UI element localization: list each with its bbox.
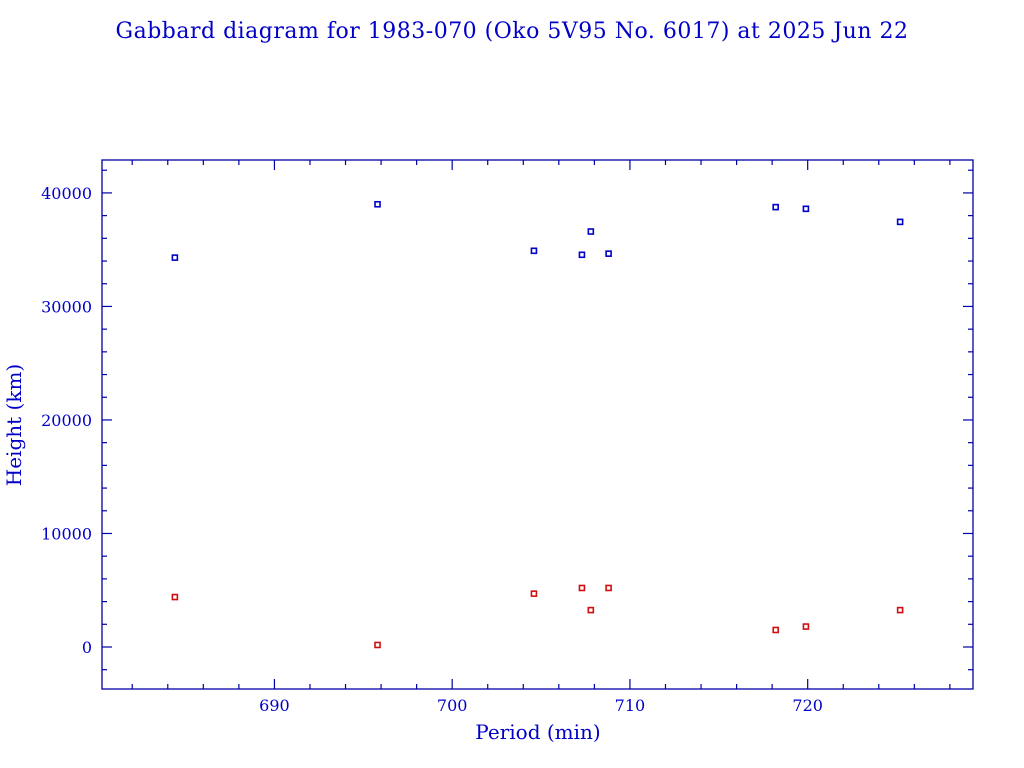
point-apogee xyxy=(896,218,904,226)
y-tick-label: 10000 xyxy=(41,524,92,543)
point-perigee xyxy=(802,623,810,630)
y-tick-label: 40000 xyxy=(41,184,92,203)
y-tick-label: 30000 xyxy=(41,297,92,316)
point-apogee xyxy=(605,250,612,257)
point-perigee xyxy=(605,584,612,592)
axes: 690 700 710 720 0 10000 20000 30000 40000 xyxy=(41,159,974,715)
point-perigee xyxy=(171,593,179,601)
point-apogee xyxy=(171,254,179,261)
chart-title: Gabbard diagram for 1983-070 (Oko 5V95 N… xyxy=(116,19,909,44)
y-axis-label: Height (km) xyxy=(2,364,26,486)
data-points xyxy=(171,200,904,649)
point-perigee xyxy=(530,590,538,597)
x-axis-label: Period (min) xyxy=(475,720,600,744)
point-apogee xyxy=(772,203,779,211)
plot-frame xyxy=(101,159,974,690)
point-apogee xyxy=(374,200,381,208)
point-apogee xyxy=(578,251,586,259)
point-apogee xyxy=(587,228,595,235)
x-tick-label: 690 xyxy=(259,696,290,715)
x-tick-label: 700 xyxy=(437,696,468,715)
point-perigee xyxy=(578,584,586,592)
y-tick-label: 20000 xyxy=(41,411,92,430)
x-tick-label: 710 xyxy=(615,696,646,715)
point-apogee xyxy=(802,205,810,213)
point-perigee xyxy=(772,626,779,634)
point-perigee xyxy=(374,641,381,649)
point-perigee xyxy=(896,606,904,614)
y-tick-label: 0 xyxy=(82,638,92,657)
point-apogee xyxy=(530,247,538,255)
point-perigee xyxy=(587,606,595,614)
x-tick-label: 720 xyxy=(792,696,823,715)
